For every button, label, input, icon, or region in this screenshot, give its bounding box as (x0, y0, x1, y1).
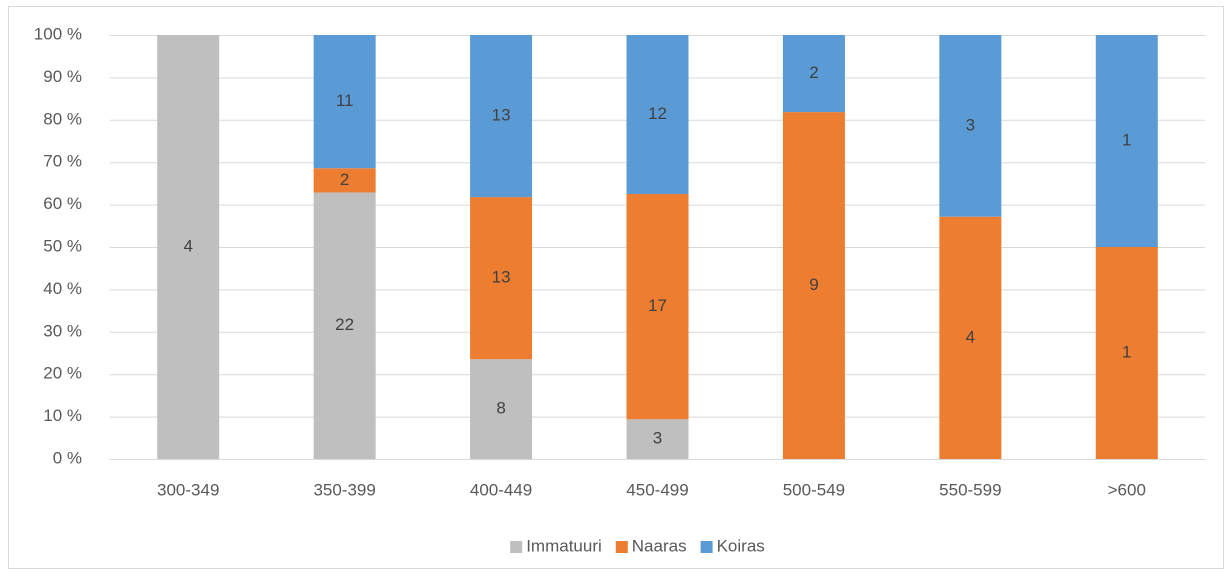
y-tick-label: 90 % (43, 67, 82, 86)
bar-segment (1095, 35, 1158, 247)
bar-segment (782, 112, 845, 459)
data-label: 1 (1122, 342, 1131, 361)
y-tick-label: 100 % (34, 24, 82, 43)
data-label: 17 (648, 296, 667, 315)
data-label: 4 (183, 236, 192, 255)
legend-swatch (700, 541, 713, 553)
legend-label: Immatuuri (526, 536, 602, 555)
bar-segment (470, 35, 533, 198)
data-label: 2 (809, 63, 818, 82)
x-tick-label: 350-399 (313, 480, 375, 499)
data-label: 4 (966, 327, 975, 346)
y-tick-label: 60 % (43, 194, 82, 213)
data-label: 8 (496, 399, 505, 418)
x-tick-label: >600 (1108, 480, 1146, 499)
bar-segment (939, 216, 1002, 459)
data-label: 3 (653, 429, 662, 448)
data-label: 1 (1122, 130, 1131, 149)
y-tick-label: 20 % (43, 364, 82, 383)
x-tick-label: 500-549 (783, 480, 845, 499)
y-tick-label: 10 % (43, 406, 82, 425)
x-tick-label: 450-499 (626, 480, 688, 499)
bar-segment (313, 168, 376, 193)
bar-segment (313, 35, 376, 169)
data-label: 11 (336, 91, 354, 110)
data-label: 3 (966, 115, 975, 134)
legend-label: Koiras (717, 536, 765, 555)
bar-segment (313, 192, 376, 459)
bar-segment (1095, 247, 1158, 459)
bar-segment (157, 35, 220, 459)
legend-swatch (510, 541, 523, 553)
y-tick-label: 30 % (43, 321, 82, 340)
bar-segment (470, 359, 533, 459)
bar-segment (626, 419, 689, 459)
data-label: 12 (648, 104, 667, 123)
legend-swatch (615, 541, 628, 553)
bar-segment (470, 197, 533, 360)
y-tick-label: 80 % (43, 109, 82, 128)
y-tick-label: 70 % (43, 152, 82, 171)
y-tick-label: 50 % (43, 236, 82, 255)
data-label: 9 (809, 275, 818, 294)
y-tick-label: 40 % (43, 279, 82, 298)
bar-segment (626, 35, 689, 194)
x-tick-label: 400-449 (470, 480, 532, 499)
data-label: 13 (492, 268, 511, 287)
bar-segment (939, 35, 1002, 217)
x-tick-label: 300-349 (157, 480, 219, 499)
bar-segment (782, 35, 845, 113)
bar-segment (626, 194, 689, 420)
y-tick-label: 0 % (53, 448, 82, 467)
x-tick-label: 550-599 (939, 480, 1001, 499)
data-label: 22 (335, 315, 354, 334)
legend-label: Naaras (632, 536, 687, 555)
data-label: 2 (340, 170, 349, 189)
data-label: 13 (492, 106, 511, 125)
